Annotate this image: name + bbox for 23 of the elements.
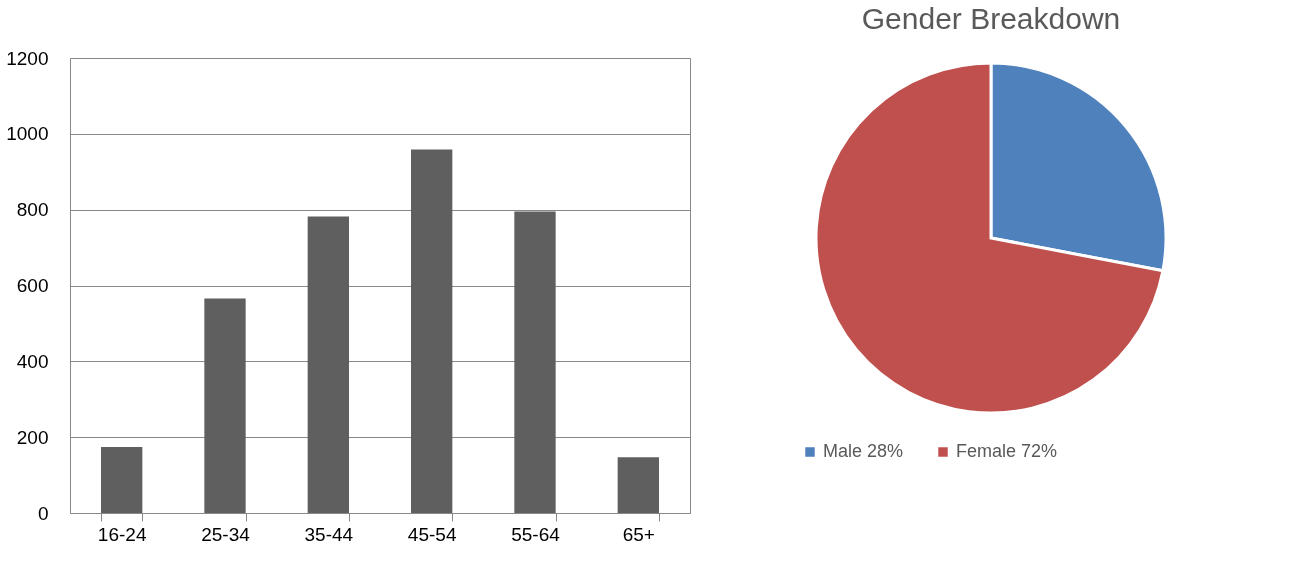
x-tick-label: 25-34 bbox=[201, 523, 251, 545]
y-tick-label: 800 bbox=[16, 199, 49, 221]
y-tick-label: 0 bbox=[37, 502, 49, 524]
y-tick-label: 600 bbox=[16, 275, 49, 296]
y-tick-label: 1000 bbox=[6, 123, 49, 145]
y-tick-label: 400 bbox=[16, 350, 49, 372]
bar bbox=[307, 216, 349, 513]
y-tick-label: 200 bbox=[16, 426, 49, 448]
x-tick-label: 45-54 bbox=[407, 523, 457, 545]
bar bbox=[411, 149, 453, 513]
x-tick-label: 16-24 bbox=[97, 523, 147, 545]
bar bbox=[514, 211, 556, 513]
chart-title: Gender Breakdown bbox=[861, 2, 1121, 35]
bar bbox=[617, 457, 659, 513]
x-tick-label: 55-64 bbox=[511, 523, 561, 545]
pie-slice bbox=[814, 61, 1165, 415]
bar bbox=[101, 447, 143, 513]
x-tick-label: 35-44 bbox=[304, 523, 354, 545]
bar bbox=[204, 298, 246, 513]
x-tick-label: 65+ bbox=[622, 523, 655, 545]
legend-label: Female 72% bbox=[956, 441, 1058, 461]
legend-label: Male 28% bbox=[823, 441, 904, 461]
y-tick-label: 1200 bbox=[6, 47, 49, 69]
